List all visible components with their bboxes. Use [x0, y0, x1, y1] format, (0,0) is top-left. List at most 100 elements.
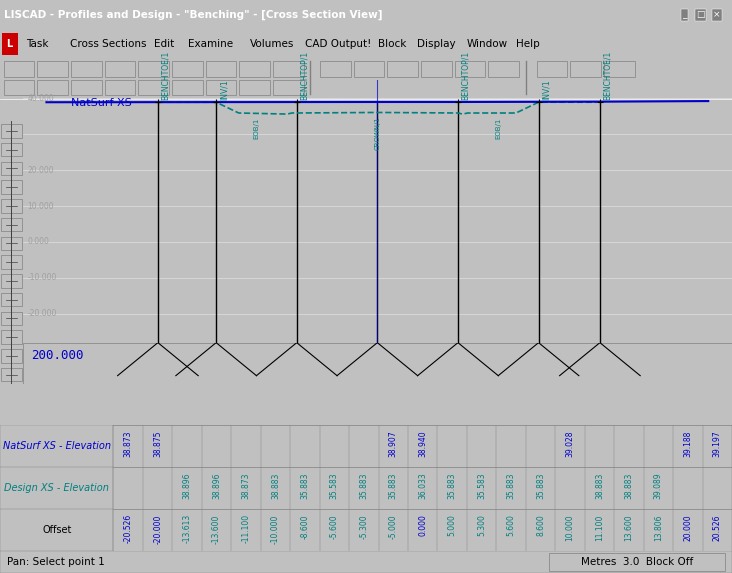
- FancyBboxPatch shape: [570, 61, 601, 77]
- FancyBboxPatch shape: [4, 80, 34, 95]
- Text: -11.100: -11.100: [242, 514, 250, 543]
- Text: 11.100: 11.100: [595, 514, 604, 540]
- Text: 38.940: 38.940: [418, 430, 427, 457]
- Text: 35.883: 35.883: [300, 472, 310, 499]
- Bar: [1, 349, 21, 363]
- FancyBboxPatch shape: [138, 80, 169, 95]
- Text: BENCHTOE/1: BENCHTOE/1: [603, 51, 612, 100]
- FancyBboxPatch shape: [206, 80, 236, 95]
- FancyBboxPatch shape: [421, 61, 452, 77]
- Text: 38.883: 38.883: [595, 472, 604, 499]
- Text: ×: ×: [713, 10, 720, 19]
- Text: 39.197: 39.197: [713, 430, 722, 457]
- Bar: [0, 425, 113, 467]
- Text: 38.883: 38.883: [271, 472, 280, 499]
- Text: Examine: Examine: [188, 38, 234, 49]
- FancyBboxPatch shape: [488, 61, 519, 77]
- Text: CROWN/1: CROWN/1: [374, 116, 381, 150]
- Text: Task: Task: [26, 38, 48, 49]
- FancyBboxPatch shape: [105, 80, 135, 95]
- FancyBboxPatch shape: [71, 80, 102, 95]
- Bar: [1, 199, 21, 213]
- Bar: [0, 509, 113, 551]
- Text: 38.907: 38.907: [389, 430, 397, 457]
- Bar: [1, 274, 21, 288]
- Bar: [1, 143, 21, 156]
- Bar: [0, 467, 113, 509]
- FancyBboxPatch shape: [105, 61, 135, 77]
- Text: -8.600: -8.600: [300, 514, 310, 539]
- FancyBboxPatch shape: [604, 61, 635, 77]
- FancyBboxPatch shape: [239, 61, 270, 77]
- Text: LISCAD - Profiles and Design - "Benching" - [Cross Section View]: LISCAD - Profiles and Design - "Benching…: [4, 10, 382, 20]
- Text: -13.613: -13.613: [182, 514, 192, 544]
- Text: NatSurf XS - Elevation: NatSurf XS - Elevation: [3, 441, 111, 451]
- Text: 38.896: 38.896: [212, 472, 221, 499]
- Bar: [1, 256, 21, 269]
- Text: Metres  3.0  Block Off: Metres 3.0 Block Off: [580, 557, 693, 567]
- FancyBboxPatch shape: [273, 80, 304, 95]
- Text: Display: Display: [417, 38, 455, 49]
- Text: 40.000: 40.000: [28, 94, 54, 103]
- Text: -5.600: -5.600: [330, 514, 339, 539]
- Text: 10.000: 10.000: [566, 514, 575, 541]
- Text: 36.033: 36.033: [418, 472, 427, 499]
- Bar: [1, 162, 21, 175]
- FancyBboxPatch shape: [172, 61, 203, 77]
- Text: 200.000: 200.000: [31, 348, 83, 362]
- Text: 5.000: 5.000: [448, 514, 457, 536]
- Text: -10.000: -10.000: [271, 514, 280, 544]
- Text: CAD Output!: CAD Output!: [305, 38, 372, 49]
- Text: 35.583: 35.583: [330, 472, 339, 499]
- Text: Edit: Edit: [154, 38, 174, 49]
- Text: □: □: [696, 10, 705, 19]
- Text: Window: Window: [466, 38, 507, 49]
- Text: 38.896: 38.896: [182, 472, 192, 499]
- Bar: [1, 312, 21, 325]
- Text: 35.883: 35.883: [507, 472, 515, 499]
- Text: 39.188: 39.188: [683, 430, 692, 457]
- Text: 38.873: 38.873: [124, 430, 132, 457]
- FancyBboxPatch shape: [387, 61, 418, 77]
- FancyBboxPatch shape: [549, 554, 725, 571]
- Text: 20.000: 20.000: [28, 166, 54, 175]
- Text: BENCHTOP/1: BENCHTOP/1: [461, 51, 470, 100]
- Text: 0.000: 0.000: [28, 237, 49, 246]
- Bar: [1, 180, 21, 194]
- Text: Block: Block: [378, 38, 407, 49]
- Bar: [1, 124, 21, 138]
- Text: 38.883: 38.883: [624, 472, 633, 499]
- Text: L: L: [6, 38, 12, 49]
- Bar: [1, 330, 21, 344]
- FancyBboxPatch shape: [172, 80, 203, 95]
- Text: EOB/1: EOB/1: [253, 118, 259, 139]
- Text: _: _: [682, 10, 687, 19]
- Text: 5.300: 5.300: [477, 514, 486, 536]
- Text: -5.300: -5.300: [359, 514, 368, 539]
- Text: 20.526: 20.526: [713, 514, 722, 541]
- Text: -20.526: -20.526: [124, 514, 132, 544]
- Text: 13.806: 13.806: [654, 514, 663, 541]
- Text: 39.028: 39.028: [566, 430, 575, 457]
- Text: 5.600: 5.600: [507, 514, 515, 536]
- Bar: [1, 368, 21, 381]
- Text: -20.000: -20.000: [28, 309, 57, 319]
- Text: EOB/1: EOB/1: [496, 118, 501, 139]
- Bar: [1, 218, 21, 231]
- Text: INV/1: INV/1: [542, 80, 550, 100]
- FancyBboxPatch shape: [537, 61, 567, 77]
- FancyBboxPatch shape: [354, 61, 384, 77]
- FancyBboxPatch shape: [4, 61, 34, 77]
- FancyBboxPatch shape: [37, 61, 68, 77]
- FancyBboxPatch shape: [138, 61, 169, 77]
- Text: Design XS - Elevation: Design XS - Elevation: [4, 483, 109, 493]
- Text: INV/1: INV/1: [220, 80, 228, 100]
- Text: 35.883: 35.883: [389, 472, 397, 499]
- Text: 13.600: 13.600: [624, 514, 633, 541]
- FancyBboxPatch shape: [239, 80, 270, 95]
- FancyBboxPatch shape: [206, 61, 236, 77]
- FancyBboxPatch shape: [37, 80, 68, 95]
- Text: 10.000: 10.000: [28, 202, 54, 210]
- FancyBboxPatch shape: [273, 61, 304, 77]
- Text: Volumes: Volumes: [250, 38, 295, 49]
